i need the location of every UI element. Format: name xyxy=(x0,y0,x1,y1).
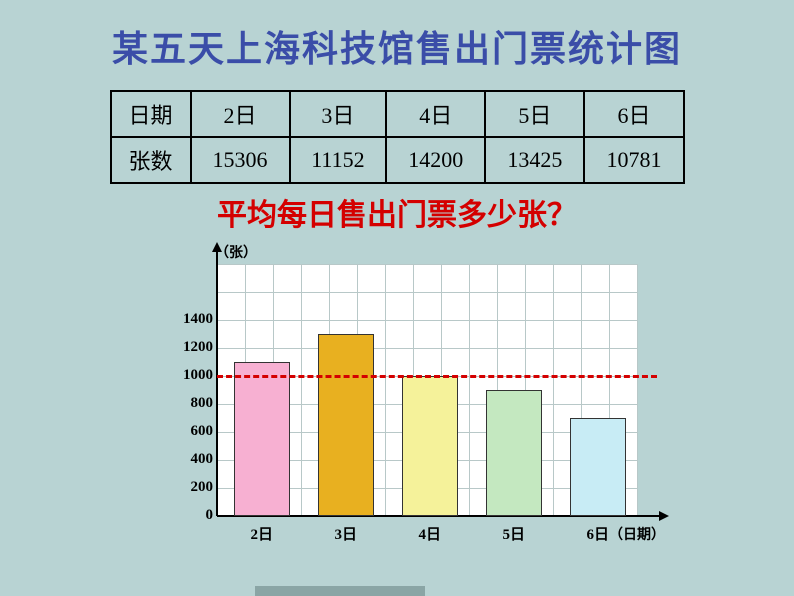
bar xyxy=(402,376,458,516)
cell-day: 5日 xyxy=(485,91,584,137)
cell-day: 6日 xyxy=(584,91,683,137)
y-tick-label: 600 xyxy=(163,423,213,440)
bar xyxy=(234,362,290,516)
y-tick-label: 1000 xyxy=(163,367,213,384)
decorative-shadow xyxy=(255,586,425,596)
bar-chart: （张） （日期） 02004006008001000120014002日3日4日… xyxy=(117,242,677,552)
table-row: 日期 2日 3日 4日 5日 6日 xyxy=(111,91,684,137)
y-tick-label: 800 xyxy=(163,395,213,412)
cell-day: 3日 xyxy=(290,91,387,137)
cell-day: 2日 xyxy=(191,91,290,137)
x-tick-label: 5日 xyxy=(489,523,539,544)
y-tick-label: 1200 xyxy=(163,339,213,356)
bar xyxy=(486,390,542,516)
x-tick-label: 6日 xyxy=(573,523,623,544)
x-tick-label: 4日 xyxy=(405,523,455,544)
x-tick-label: 2日 xyxy=(237,523,287,544)
x-tick-label: 3日 xyxy=(321,523,371,544)
y-tick-label: 200 xyxy=(163,479,213,496)
row-header-date: 日期 xyxy=(111,91,191,137)
page-title: 某五天上海科技馆售出门票统计图 xyxy=(0,0,794,72)
row-header-count: 张数 xyxy=(111,137,191,183)
bar xyxy=(318,334,374,516)
y-tick-label: 0 xyxy=(163,507,213,524)
plot-area xyxy=(217,264,637,516)
cell-val: 13425 xyxy=(485,137,584,183)
y-tick-label: 1400 xyxy=(163,311,213,328)
cell-val: 11152 xyxy=(290,137,387,183)
cell-val: 15306 xyxy=(191,137,290,183)
cell-val: 14200 xyxy=(386,137,485,183)
y-tick-label: 400 xyxy=(163,451,213,468)
table-row: 张数 15306 11152 14200 13425 10781 xyxy=(111,137,684,183)
bar xyxy=(570,418,626,516)
question-text: 平均每日售出门票多少张？ xyxy=(0,190,794,234)
data-table: 日期 2日 3日 4日 5日 6日 张数 15306 11152 14200 1… xyxy=(110,90,685,184)
cell-val: 10781 xyxy=(584,137,683,183)
reference-line xyxy=(217,375,657,378)
cell-day: 4日 xyxy=(386,91,485,137)
